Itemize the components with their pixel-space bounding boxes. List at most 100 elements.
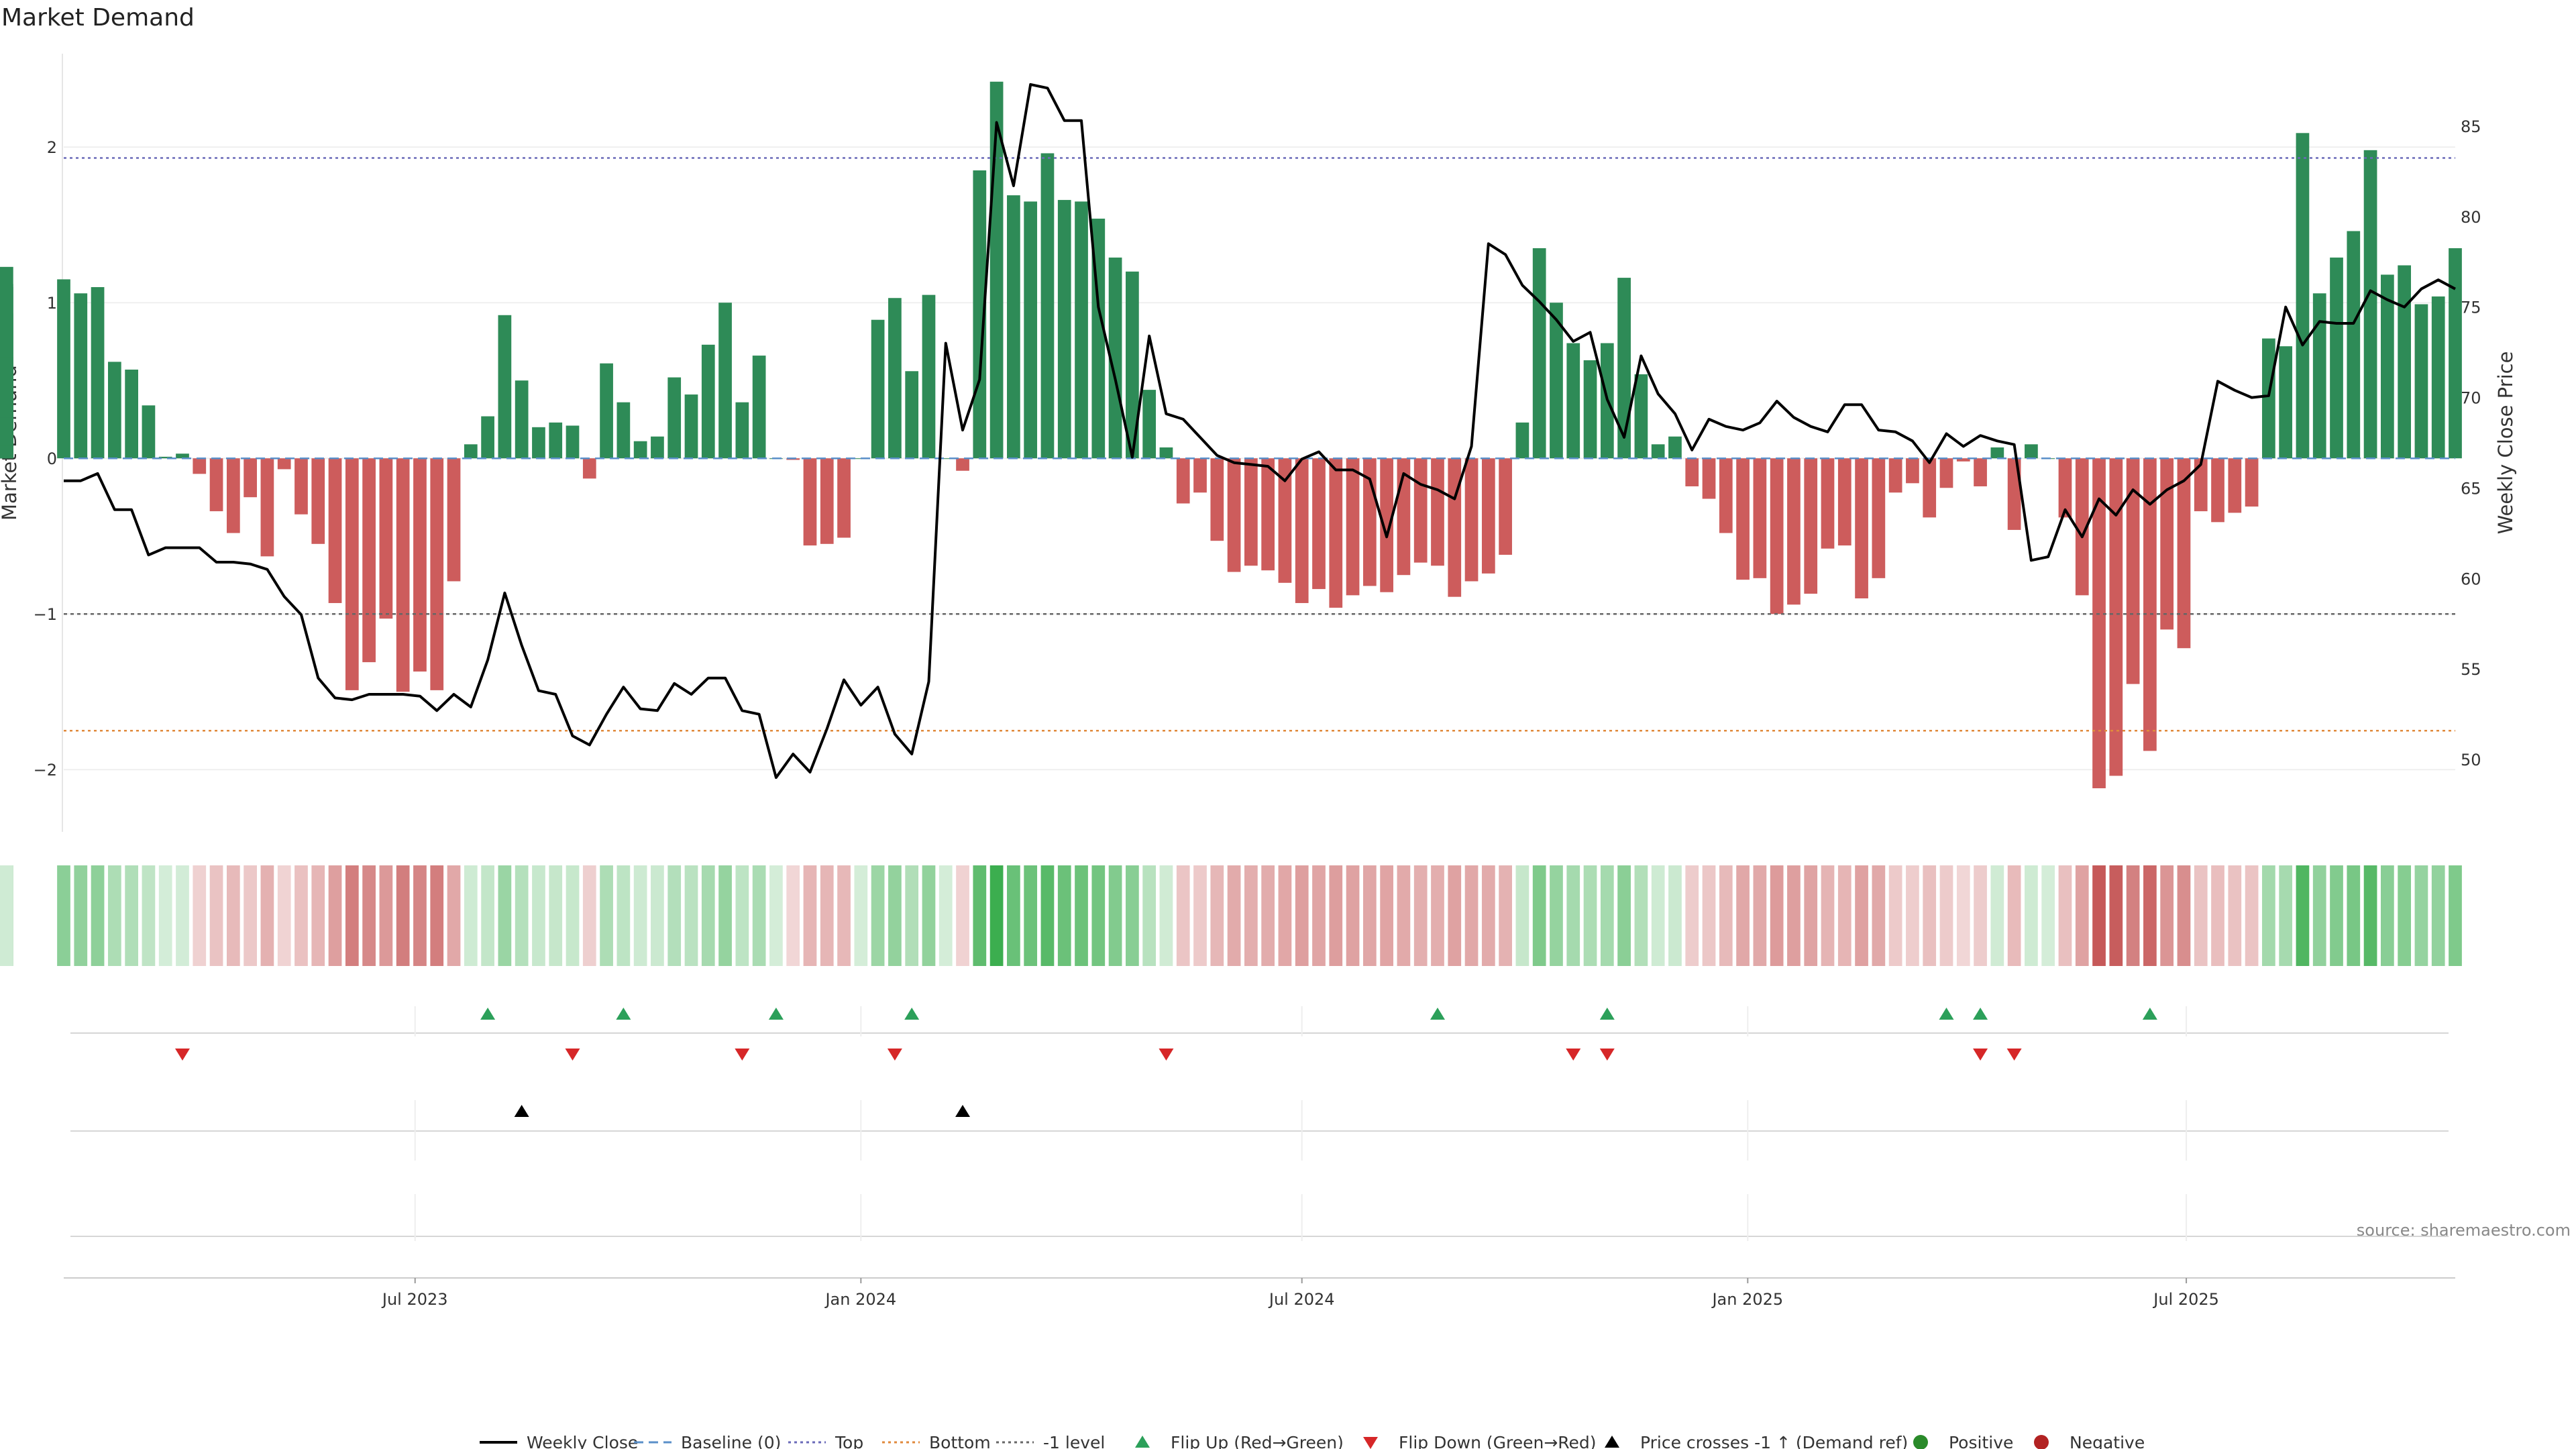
demand-bar	[2058, 458, 2072, 518]
legend-label: Top	[835, 1433, 863, 1449]
weekly-close-line	[64, 83, 2456, 780]
heat-cell	[1787, 865, 1801, 966]
heat-cell	[1600, 865, 1614, 966]
demand-bar	[2160, 458, 2174, 630]
demand-bar	[922, 294, 936, 459]
demand-bar	[2431, 296, 2445, 459]
heat-cell	[1295, 865, 1309, 966]
heat-cell	[91, 865, 105, 966]
demand-bar	[1668, 436, 1682, 459]
heat-cell	[1974, 865, 1987, 966]
demand-bar	[718, 303, 732, 459]
demand-bar	[193, 458, 207, 474]
legend-label: Baseline (0)	[681, 1433, 781, 1449]
y-tick-label-right: 70	[2461, 389, 2481, 408]
heat-cell	[2262, 865, 2275, 966]
demand-bar	[2228, 458, 2242, 513]
demand-bar	[345, 458, 359, 690]
y-axis-label-right: Weekly Close Price	[2494, 352, 2517, 535]
heat-cell	[2414, 865, 2428, 966]
demand-bar	[1431, 458, 1444, 566]
heat-cell	[1481, 865, 1495, 966]
heat-cell	[1312, 865, 1326, 966]
y-tick-label-right: 80	[2461, 208, 2481, 227]
demand-bar	[1329, 458, 1343, 608]
heat-cell	[2398, 865, 2412, 966]
heat-cell	[752, 865, 766, 966]
flip-up-marker	[1939, 1008, 1954, 1020]
flip-down-marker	[1599, 1049, 1615, 1061]
demand-bar	[1346, 458, 1360, 596]
demand-bar	[1651, 444, 1665, 459]
heat-cell	[1142, 865, 1157, 966]
heat-cell	[1176, 865, 1190, 966]
demand-bar	[430, 458, 444, 690]
demand-bar	[1464, 458, 1479, 582]
flip-up-marker	[904, 1008, 920, 1020]
heat-cell	[2296, 865, 2310, 966]
demand-bar	[667, 377, 682, 459]
y-tick-label-right: 50	[2461, 751, 2481, 769]
heat-cell	[1413, 865, 1428, 966]
demand-bar	[2449, 248, 2462, 459]
demand-bar	[616, 402, 631, 459]
heat-cell	[1126, 865, 1139, 966]
demand-bar	[938, 458, 953, 460]
demand-bar	[328, 458, 342, 603]
demand-bar	[1075, 201, 1088, 459]
demand-bar	[871, 319, 885, 459]
demand-bar	[1888, 458, 1902, 493]
demand-bar	[2092, 458, 2106, 789]
heat-cell	[888, 865, 902, 966]
heat-cell	[786, 865, 800, 966]
demand-bar	[1312, 458, 1326, 590]
demand-bar	[1821, 458, 1835, 549]
demand-bar	[1278, 458, 1292, 583]
heat-cell	[2431, 865, 2445, 966]
demand-bar	[362, 458, 376, 663]
heat-cell	[769, 865, 783, 966]
demand-bar	[1244, 458, 1258, 566]
demand-bar	[2296, 133, 2310, 459]
demand-bar	[1057, 200, 1071, 459]
demand-bar	[1787, 458, 1801, 605]
legend-swatch	[1135, 1436, 1150, 1448]
heat-cell	[2092, 865, 2106, 966]
heat-cell	[2025, 865, 2038, 966]
x-tick-label: Jul 2025	[2152, 1290, 2219, 1309]
heat-cell	[566, 865, 580, 966]
y-tick-label-left: 0	[47, 449, 57, 468]
demand-bar	[244, 458, 257, 498]
y-tick-label-left: 1	[47, 294, 57, 313]
heat-cell	[515, 865, 529, 966]
heat-cell	[74, 865, 88, 966]
heat-cell	[1906, 865, 1919, 966]
demand-bar	[2262, 338, 2275, 459]
demand-bar	[1126, 271, 1139, 459]
demand-bar	[1753, 458, 1767, 578]
demand-bar	[956, 458, 969, 471]
demand-bar	[633, 441, 647, 459]
heat-cell	[582, 865, 596, 966]
heat-cell	[345, 865, 359, 966]
demand-bar	[1837, 458, 1851, 546]
x-tick-label: Jul 2023	[381, 1290, 448, 1309]
heat-cell	[871, 865, 885, 966]
heat-cell	[1193, 865, 1207, 966]
heat-cell	[2126, 865, 2140, 966]
heat-cell	[464, 865, 478, 966]
heat-cell	[549, 865, 563, 966]
legend-swatch	[1363, 1437, 1378, 1449]
heat-cell	[633, 865, 647, 966]
flip-down-marker	[735, 1049, 750, 1061]
heat-cell	[311, 865, 325, 966]
demand-bar	[260, 458, 274, 557]
heat-cell	[1448, 865, 1462, 966]
heat-cell	[328, 865, 342, 966]
x-tick-label: Jul 2024	[1268, 1290, 1335, 1309]
heat-cell	[481, 865, 494, 966]
flip-down-marker	[2006, 1049, 2022, 1061]
heat-cell	[2381, 865, 2394, 966]
legend-label: Flip Down (Green→Red)	[1399, 1433, 1597, 1449]
